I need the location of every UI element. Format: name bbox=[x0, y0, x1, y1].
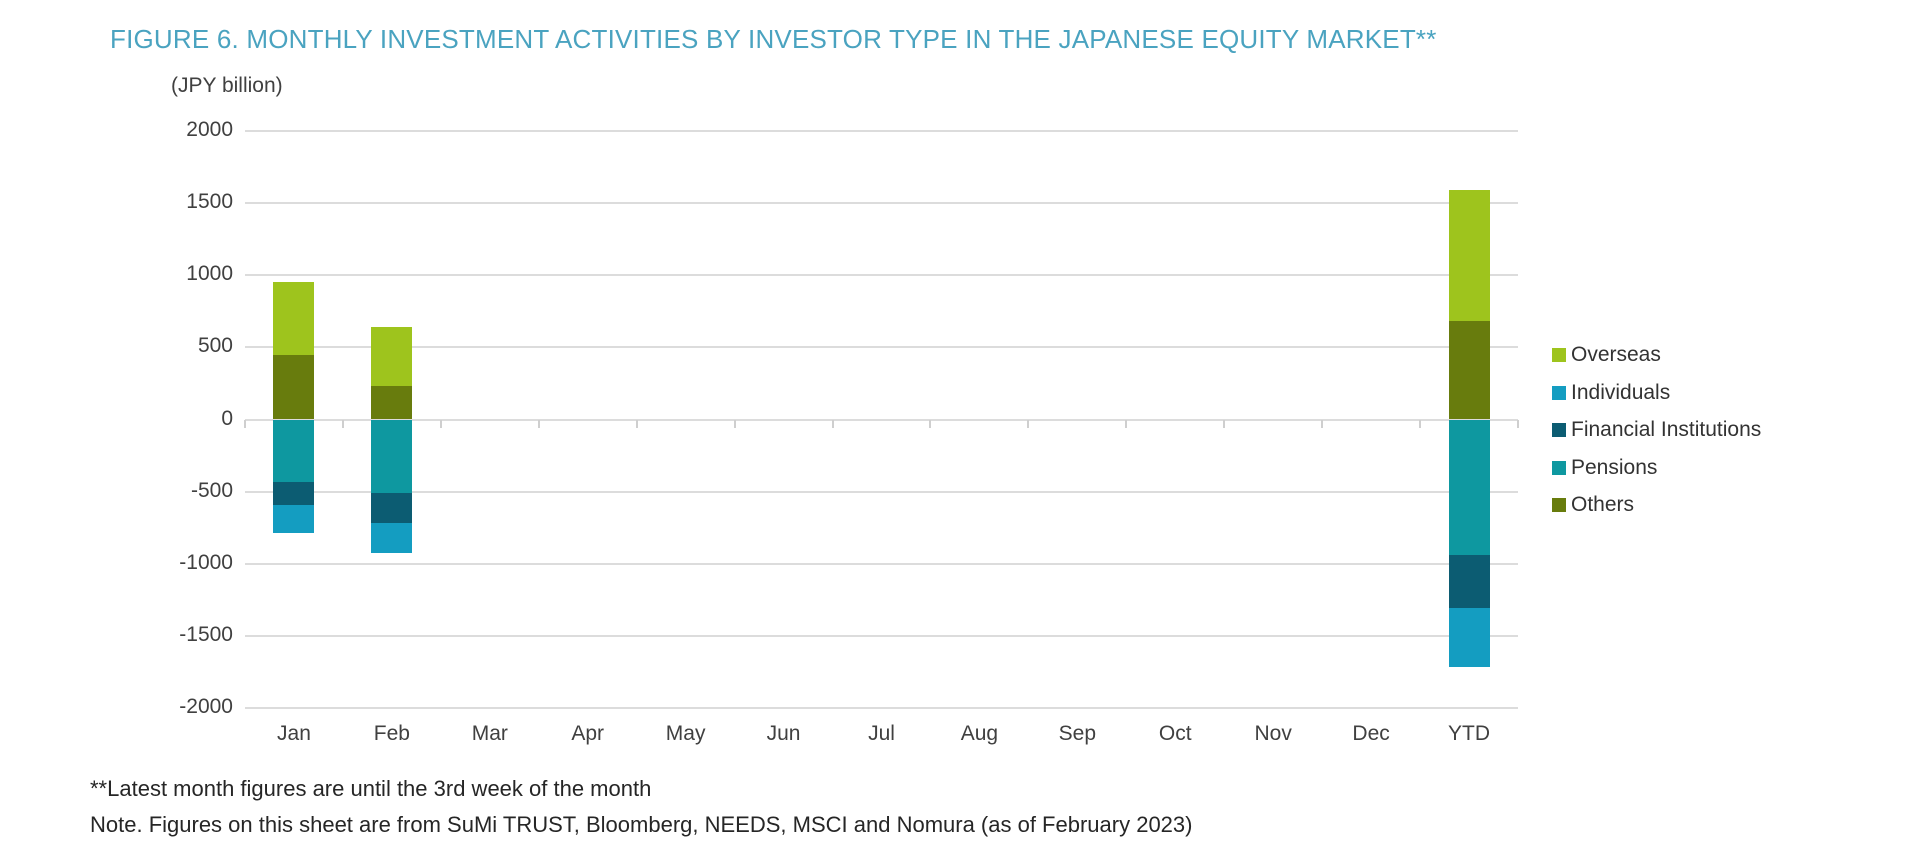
zero-axis-tick bbox=[244, 419, 246, 428]
x-axis-label-dec: Dec bbox=[1352, 722, 1390, 745]
bar-segment-jan-overseas bbox=[273, 282, 315, 355]
bar-segment-jan-financial-institutions bbox=[273, 481, 315, 506]
gridline-y--1000 bbox=[245, 562, 1518, 565]
x-axis-label-may: May bbox=[665, 722, 706, 745]
plot-area: 2000 1500 1000 500 0 -500 -1000 -1500 -2000 Jan Fe… bbox=[179, 118, 1519, 745]
y-axis-tick-label-1500: 1500 bbox=[186, 190, 233, 214]
zero-axis-tick bbox=[929, 419, 932, 428]
bar-segment-ytd-overseas bbox=[1448, 190, 1490, 322]
y-axis-tick-label--1000: -1000 bbox=[179, 550, 233, 574]
x-axis-label-jun: Jun bbox=[766, 722, 801, 745]
y-axis-tick-label-500: 500 bbox=[197, 334, 233, 358]
gridline-y-1500 bbox=[245, 202, 1518, 205]
x-axis-label-aug: Aug bbox=[960, 722, 999, 745]
x-axis-label-sep: Sep bbox=[1058, 722, 1097, 745]
zero-axis-tick bbox=[341, 419, 344, 428]
figure-title: FIGURE 6. MONTHLY INVESTMENT ACTIVITIES … bbox=[110, 24, 1437, 54]
bar-segment-ytd-others bbox=[1448, 321, 1490, 420]
gridline-y-500 bbox=[245, 346, 1518, 349]
x-axis-label-jan: Jan bbox=[277, 722, 311, 745]
zero-axis-tick bbox=[733, 419, 736, 428]
bar-segment-feb-pensions bbox=[371, 419, 413, 494]
x-axis-label-apr: Apr bbox=[571, 722, 605, 745]
legend-label-pensions: Pensions bbox=[1571, 455, 1658, 479]
x-axis-label-feb: Feb bbox=[373, 722, 410, 745]
bar-segment-ytd-financial-institutions bbox=[1448, 555, 1490, 609]
footnote-source-note: Note. Figures on this sheet are from SuM… bbox=[90, 812, 1193, 837]
legend-label-individuals: Individuals bbox=[1571, 380, 1671, 404]
y-axis-tick-label-0: 0 bbox=[221, 406, 233, 430]
bar-segment-ytd-individuals bbox=[1448, 608, 1490, 667]
gridline-y--2000 bbox=[245, 707, 1518, 709]
y-axis-tick-label--1500: -1500 bbox=[179, 622, 233, 646]
x-axis-label-ytd: YTD bbox=[1448, 722, 1491, 745]
x-axis-label-mar: Mar bbox=[471, 722, 508, 745]
legend-label-others: Others bbox=[1571, 493, 1635, 517]
zero-axis-tick bbox=[537, 419, 540, 428]
x-axis-label-oct: Oct bbox=[1158, 722, 1192, 745]
footnote-latest-month: **Latest month figures are until the 3rd… bbox=[90, 776, 652, 801]
legend-swatch-financial-institutions bbox=[1552, 423, 1566, 438]
legend-label-overseas: Overseas bbox=[1571, 343, 1661, 366]
legend-item-individuals: Individuals bbox=[1552, 379, 1670, 407]
zero-axis-tick bbox=[635, 419, 638, 428]
bar-segment-feb-financial-institutions bbox=[371, 493, 413, 523]
zero-axis-tick bbox=[439, 419, 442, 428]
zero-axis-tick bbox=[1517, 419, 1519, 428]
y-axis-tick-label-2000: 2000 bbox=[186, 118, 233, 141]
legend-label-financial-institutions: Financial Institutions bbox=[1571, 418, 1762, 442]
gridline-y--1500 bbox=[245, 634, 1518, 637]
bar-segment-jan-pensions bbox=[273, 419, 315, 482]
gridline-y-2000 bbox=[245, 130, 1518, 132]
x-axis-label-jul: Jul bbox=[868, 722, 895, 745]
zero-axis-tick bbox=[1419, 419, 1422, 428]
bar-segment-feb-individuals bbox=[371, 522, 413, 553]
bar-segment-jan-individuals bbox=[273, 505, 315, 534]
bar-segment-feb-others bbox=[371, 386, 413, 420]
legend-swatch-pensions bbox=[1552, 460, 1566, 475]
zero-axis-tick bbox=[1321, 419, 1324, 428]
zero-axis-tick bbox=[1027, 419, 1030, 428]
legend-item-others: Others bbox=[1552, 491, 1634, 519]
y-axis-tick-label--500: -500 bbox=[190, 478, 233, 502]
legend-item-financial-institutions: Financial Institutions bbox=[1552, 416, 1761, 444]
gridline-y-0 bbox=[245, 418, 1518, 421]
bar-segment-jan-others bbox=[273, 354, 315, 420]
zero-axis-tick bbox=[831, 419, 834, 428]
y-axis-unit-label: (JPY billion) bbox=[171, 74, 283, 97]
gridline-y-1000 bbox=[245, 274, 1518, 277]
bar-segment-ytd-pensions bbox=[1448, 419, 1490, 556]
gridline-y--500 bbox=[245, 490, 1518, 493]
x-axis-label-nov: Nov bbox=[1254, 722, 1292, 745]
bar-segment-feb-overseas bbox=[371, 327, 413, 387]
legend-swatch-others bbox=[1552, 498, 1566, 513]
zero-axis-tick bbox=[1223, 419, 1226, 428]
zero-axis-tick bbox=[1125, 419, 1128, 428]
legend-swatch-overseas bbox=[1552, 348, 1566, 362]
legend-item-overseas: Overseas bbox=[1552, 341, 1661, 369]
legend-swatch-individuals bbox=[1552, 385, 1566, 400]
y-axis-tick-label-1000: 1000 bbox=[186, 262, 233, 286]
y-axis-tick-label--2000: -2000 bbox=[179, 695, 233, 718]
legend-item-pensions: Pensions bbox=[1552, 454, 1657, 482]
